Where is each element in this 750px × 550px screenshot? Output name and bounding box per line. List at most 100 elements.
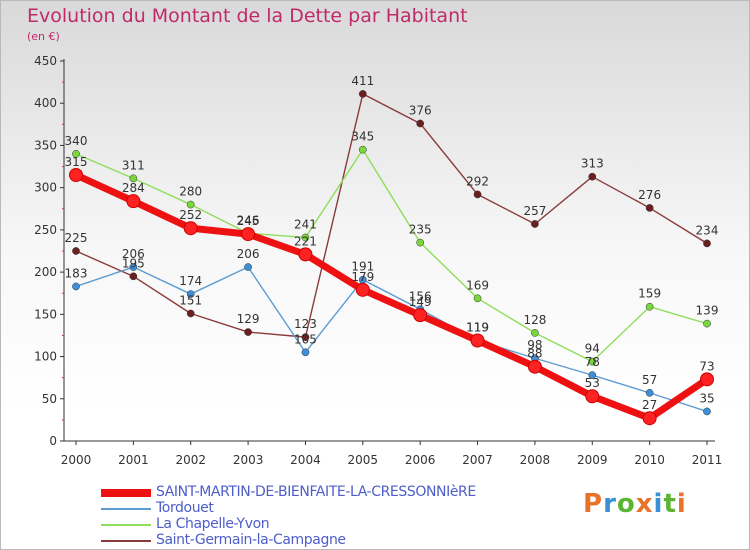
data-label: 313 bbox=[581, 157, 604, 171]
series-point-0 bbox=[585, 389, 600, 404]
y-tick-label: 100 bbox=[34, 350, 57, 364]
x-tick-label: 2005 bbox=[348, 453, 379, 467]
data-label: 280 bbox=[179, 185, 202, 199]
series-line-0 bbox=[72, 171, 711, 422]
x-tick-label: 2008 bbox=[520, 453, 551, 467]
chart-subtitle: (en €) bbox=[27, 30, 60, 43]
y-tick-label: 450 bbox=[34, 54, 57, 68]
series-point-0 bbox=[700, 372, 714, 387]
chart-title: Evolution du Montant de la Dette par Hab… bbox=[27, 5, 468, 27]
data-label: 88 bbox=[527, 347, 542, 361]
y-tick-label: 350 bbox=[34, 138, 57, 152]
data-label: 149 bbox=[409, 295, 432, 309]
data-label: 123 bbox=[294, 317, 317, 331]
series-point-2 bbox=[129, 174, 138, 183]
data-label: 345 bbox=[351, 130, 374, 144]
series-point-1 bbox=[72, 282, 80, 291]
data-label: 129 bbox=[237, 312, 260, 326]
data-label: 119 bbox=[466, 321, 489, 335]
series-point-3 bbox=[531, 220, 539, 228]
series-point-2 bbox=[645, 302, 654, 311]
data-label: 191 bbox=[351, 260, 374, 274]
proxiti-logo: Proxiti bbox=[583, 489, 687, 519]
data-label: 73 bbox=[699, 359, 714, 373]
series-point-0 bbox=[527, 359, 542, 374]
data-label: 225 bbox=[65, 231, 88, 245]
data-label: 57 bbox=[642, 373, 657, 387]
series-point-3 bbox=[416, 119, 425, 128]
y-tick-label: 150 bbox=[34, 307, 57, 321]
data-label: 53 bbox=[585, 376, 600, 390]
y-tick-label: 300 bbox=[34, 181, 57, 195]
data-label: 78 bbox=[585, 355, 600, 369]
series-point-3 bbox=[703, 239, 711, 248]
data-label: 411 bbox=[351, 74, 374, 88]
legend-swatch-saint-germain bbox=[101, 540, 151, 542]
series-point-3 bbox=[129, 272, 138, 281]
series-point-2 bbox=[301, 233, 310, 242]
series-point-3 bbox=[186, 309, 195, 318]
data-label: 105 bbox=[294, 332, 317, 346]
series-line-1 bbox=[75, 266, 708, 413]
series-point-2 bbox=[473, 294, 482, 303]
legend-label-tordouet: Tordouet bbox=[156, 500, 214, 516]
series-point-2 bbox=[358, 145, 367, 154]
series-point-2 bbox=[531, 329, 539, 337]
data-label: 235 bbox=[409, 223, 432, 237]
series-point-1 bbox=[645, 389, 654, 397]
legend-swatch-la-chapelle-yvon bbox=[101, 524, 151, 526]
series-point-0 bbox=[413, 308, 428, 323]
data-label: 183 bbox=[65, 266, 88, 280]
data-label: 174 bbox=[179, 274, 202, 288]
series-point-0 bbox=[126, 194, 141, 209]
x-tick-label: 2009 bbox=[577, 453, 608, 467]
series-point-3 bbox=[358, 90, 367, 98]
series-point-3 bbox=[473, 190, 482, 199]
data-label: 206 bbox=[122, 247, 145, 261]
data-label: 159 bbox=[638, 287, 661, 301]
series-point-1 bbox=[244, 263, 252, 271]
series-point-0 bbox=[642, 411, 657, 426]
data-label: 246 bbox=[237, 213, 260, 227]
x-tick-label: 2006 bbox=[405, 453, 436, 467]
data-label: 340 bbox=[65, 134, 88, 148]
series-point-0 bbox=[470, 333, 485, 348]
legend-label-saint-germain: Saint-Germain-la-Campagne bbox=[156, 532, 346, 548]
data-label: 206 bbox=[237, 247, 260, 261]
series-point-3 bbox=[588, 172, 597, 181]
data-label: 169 bbox=[466, 278, 489, 292]
x-tick-label: 2011 bbox=[692, 453, 723, 467]
y-tick-label: 400 bbox=[34, 96, 57, 110]
x-tick-label: 2000 bbox=[61, 453, 92, 467]
data-label: 311 bbox=[122, 158, 145, 172]
x-tick-label: 2010 bbox=[634, 453, 665, 467]
data-label: 276 bbox=[638, 188, 661, 202]
legend-label-la-chapelle-yvon: La Chapelle-Yvon bbox=[156, 516, 270, 532]
series-point-3 bbox=[244, 328, 252, 336]
data-label: 156 bbox=[409, 289, 432, 303]
y-tick-label: 250 bbox=[34, 223, 57, 237]
data-label: 119 bbox=[466, 321, 489, 335]
data-label: 376 bbox=[409, 103, 432, 117]
data-label: 128 bbox=[523, 313, 546, 327]
data-label: 292 bbox=[466, 174, 489, 188]
series-point-2 bbox=[186, 200, 195, 209]
data-label: 221 bbox=[294, 234, 317, 248]
x-tick-label: 2002 bbox=[175, 453, 206, 467]
series-point-2 bbox=[588, 357, 597, 366]
series-point-1 bbox=[703, 407, 711, 416]
series-point-1 bbox=[186, 290, 195, 298]
series-point-1 bbox=[301, 348, 310, 357]
series-point-1 bbox=[129, 263, 138, 271]
data-label: 151 bbox=[179, 293, 202, 307]
data-label: 35 bbox=[699, 391, 714, 405]
series-point-0 bbox=[298, 247, 313, 262]
legend-label-saint-martin: SAINT-MARTIN-DE-BIENFAITE-LA-CRESSONNIèR… bbox=[156, 484, 476, 500]
data-label: 179 bbox=[351, 270, 374, 284]
series-point-3 bbox=[72, 247, 80, 255]
series-point-0 bbox=[355, 282, 370, 297]
legend-swatch-tordouet bbox=[101, 508, 151, 510]
series-point-3 bbox=[645, 204, 654, 212]
